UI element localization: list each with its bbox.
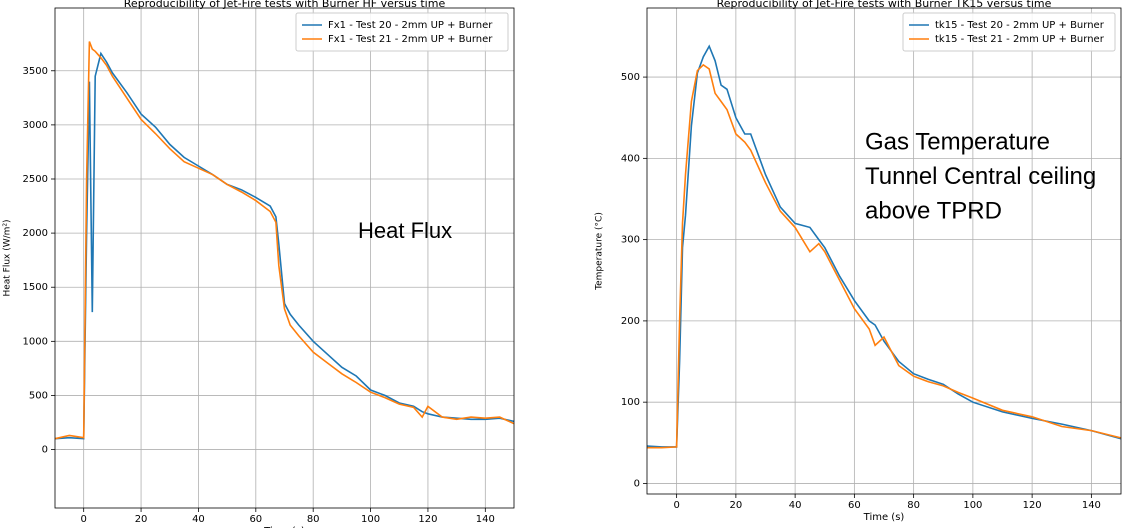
y-axis-label: Heat Flux (W/m²) [3,219,13,296]
y-tick-label: 1000 [23,336,48,347]
x-tick-label: 0 [81,514,87,525]
x-tick-label: 20 [135,514,148,525]
legend-label: Fx1 - Test 21 - 2mm UP + Burner [328,34,493,45]
y-tick-label: 200 [621,316,640,327]
x-tick-label: 120 [1023,500,1042,511]
x-tick-label: 80 [307,514,320,525]
annotation: Tunnel Central ceiling [865,163,1096,190]
y-tick-label: 500 [621,72,640,83]
legend: tk15 - Test 20 - 2mm UP + Burner tk15 - T… [902,12,1116,52]
plot-frame [646,7,1122,495]
data-line [647,63,1122,449]
y-tick-label: 0 [42,445,48,456]
plot-frame [54,7,515,509]
x-axis-label: Time (s) [263,526,305,528]
y-axis-label: Temperature (°C) [595,212,605,291]
y-tick-label: 2000 [23,228,48,239]
x-tick-label: 40 [192,514,205,525]
x-tick-label: 100 [963,500,982,511]
legend-label: Fx1 - Test 20 - 2mm UP + Burner [328,20,493,31]
y-tick-label: 1500 [23,282,48,293]
x-axis-label: Time (s) [863,512,905,523]
y-tick-label: 2500 [23,174,48,185]
data-line [54,41,515,440]
chart-title: Reproducibility of Jet-Fire tests with B… [124,0,446,10]
x-tick-label: 140 [476,514,495,525]
y-tick-label: 500 [29,390,48,401]
y-tick-label: 100 [621,397,640,408]
y-tick-label: 3000 [23,120,48,131]
x-tick-label: 60 [848,500,861,511]
x-tick-label: 80 [907,500,920,511]
chart-title: Reproducibility of Jet-Fire tests with B… [717,0,1052,10]
y-tick-label: 0 [634,478,640,489]
annotation: Gas Temperature [865,128,1050,155]
data-line [54,51,515,440]
x-tick-label: 20 [730,500,743,511]
x-tick-label: 140 [1082,500,1101,511]
x-tick-label: 0 [673,500,679,511]
legend-box [295,12,509,52]
legend-label: tk15 - Test 21 - 2mm UP + Burner [935,34,1105,45]
legend-label: tk15 - Test 20 - 2mm UP + Burner [935,20,1105,31]
x-tick-label: 100 [361,514,380,525]
annotation: Heat Flux [358,218,452,243]
legend: Fx1 - Test 20 - 2mm UP + Burner Fx1 - Tes… [295,12,509,52]
x-tick-label: 120 [418,514,437,525]
legend-box [902,12,1116,52]
annotation: above TPRD [865,197,1002,224]
data-line [646,44,1122,448]
x-tick-label: 60 [249,514,262,525]
x-tick-label: 40 [789,500,802,511]
y-tick-label: 300 [621,235,640,246]
y-tick-label: 400 [621,153,640,164]
y-tick-label: 3500 [23,66,48,77]
